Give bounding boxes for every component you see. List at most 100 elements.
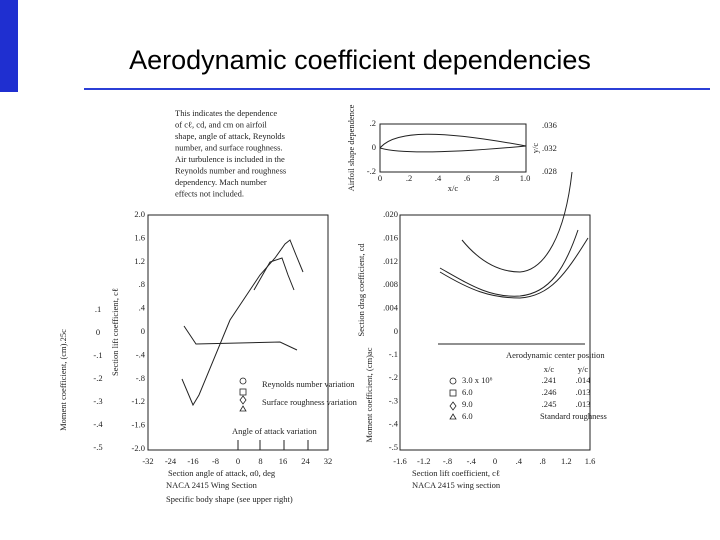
x-tick-label: -8 xyxy=(212,456,219,466)
right-chart xyxy=(399,171,591,451)
y2-tick-label: -.4 xyxy=(389,419,399,429)
y-tick-label: -1.6 xyxy=(132,420,145,430)
y2-tick-label: 0 xyxy=(96,327,100,337)
inset-right-tick: .032 xyxy=(542,143,557,153)
x-tick-label: .8 xyxy=(539,456,545,466)
y-tick-label: .4 xyxy=(139,303,146,313)
legend-cell: .013 xyxy=(576,399,591,409)
x-tick-label: -1.2 xyxy=(417,456,430,466)
y2-axis-title: Moment coefficient, (cm).25c xyxy=(58,329,68,431)
x-tick-label: 1.2 xyxy=(561,456,572,466)
x-tick-label: -24 xyxy=(165,456,177,466)
rough-drag-curve xyxy=(461,171,573,273)
y-tick-label: .016 xyxy=(383,232,398,242)
legend-cell: Standard roughness xyxy=(540,411,607,421)
x-tick-label: 32 xyxy=(324,456,333,466)
y-axis-title: Section lift coefficient, cℓ xyxy=(110,288,120,376)
legend-cell: .014 xyxy=(576,375,592,385)
note-line: of cℓ, cd, and cm on airfoil xyxy=(175,119,268,129)
y2-tick-label: -.2 xyxy=(389,372,398,382)
x-tick-label: .4 xyxy=(516,456,523,466)
y-tick-label: .020 xyxy=(383,209,398,219)
y-tick-label: .008 xyxy=(383,279,398,289)
drag-curve xyxy=(439,229,579,297)
inset-x-tick: .8 xyxy=(493,173,499,183)
accent-bar xyxy=(0,0,18,92)
legend-cell: .013 xyxy=(576,387,591,397)
y-tick-label: .004 xyxy=(383,303,399,313)
x-tick-label: 0 xyxy=(236,456,240,466)
note-line: dependency. Mach number xyxy=(175,177,267,187)
y-tick-label: .8 xyxy=(139,279,145,289)
note-line: This indicates the dependence xyxy=(175,108,277,118)
legend-cell: .241 xyxy=(542,375,557,385)
caption: NACA 2415 wing section xyxy=(412,480,501,490)
legend-cell: .245 xyxy=(542,399,557,409)
x-axis-title: Section angle of attack, α0, deg xyxy=(168,468,276,478)
note-line: Reynolds number and roughness xyxy=(175,165,286,175)
y-tick-label: 0 xyxy=(141,326,145,336)
x-axis-title: Section lift coefficient, cℓ xyxy=(412,468,500,478)
inset-x-tick: 1.0 xyxy=(520,173,531,183)
legend-header: x/c xyxy=(544,364,555,374)
x-tick-label: 16 xyxy=(279,456,288,466)
y2-tick-label: .1 xyxy=(95,304,101,314)
drag-curve-2 xyxy=(439,237,589,299)
inset-label: Airfoil shape dependence xyxy=(346,104,356,191)
y-tick-label: -1.2 xyxy=(132,396,145,406)
y2-tick-label: -.2 xyxy=(93,373,102,383)
y-tick-label: -.4 xyxy=(136,349,146,359)
x-tick-label: -16 xyxy=(187,456,198,466)
x-tick-label: 0 xyxy=(493,456,497,466)
left-chart xyxy=(147,214,329,451)
inset-y-tick: 0 xyxy=(372,142,376,152)
caption: NACA 2415 Wing Section xyxy=(166,480,258,490)
inset-right-tick: .036 xyxy=(542,120,557,130)
inset-x-tick: 0 xyxy=(378,173,382,183)
moment-curve xyxy=(183,325,298,351)
x-tick-label: 24 xyxy=(301,456,310,466)
inset-y-tick: -.2 xyxy=(367,166,376,176)
legend-cell: 6.0 xyxy=(462,411,473,421)
inset xyxy=(379,123,527,173)
y2-tick-label: -.1 xyxy=(93,350,102,360)
note-line: effects not included. xyxy=(175,188,244,198)
title-rule xyxy=(84,88,710,90)
inset-x-tick: .6 xyxy=(464,173,470,183)
legend-cell: 3.0 x 10⁶ xyxy=(462,375,493,385)
y-tick-label: 1.2 xyxy=(134,256,145,266)
airfoil-shape xyxy=(379,133,527,153)
inset-y-axis: y/c xyxy=(530,143,540,154)
legend-label: Reynolds number variation xyxy=(262,379,355,389)
legend-label: Surface roughness variation xyxy=(262,397,358,407)
y-axis-title: Section drag coefficient, cd xyxy=(356,243,366,337)
y-tick-label: .012 xyxy=(383,256,398,266)
slide-title: Aerodynamic coefficient dependencies xyxy=(129,45,591,75)
caption: Specific body shape (see upper right) xyxy=(166,494,293,504)
annotation: Angle of attack variation xyxy=(232,426,317,436)
y2-tick-label: -.3 xyxy=(93,396,102,406)
y-tick-label: 2.0 xyxy=(134,209,145,219)
x-tick-label: 1.6 xyxy=(585,456,596,466)
inset-right-tick: .028 xyxy=(542,166,557,176)
y2-tick-label: -.5 xyxy=(93,442,102,452)
x-tick-label: -1.6 xyxy=(393,456,406,466)
x-tick-label: -.8 xyxy=(443,456,452,466)
note-line: number, and surface roughness. xyxy=(175,142,283,152)
y2-tick-label: -.3 xyxy=(389,395,398,405)
x-tick-label: -32 xyxy=(142,456,153,466)
inset-x-tick: .2 xyxy=(406,173,412,183)
note-line: Air turbulence is included in the xyxy=(175,154,285,164)
y-tick-label: -2.0 xyxy=(132,443,145,453)
x-tick-label: 8 xyxy=(258,456,262,466)
y2-tick-label: -.1 xyxy=(389,349,398,359)
rough-lift-curve xyxy=(253,257,295,291)
legend-cell: .246 xyxy=(542,387,557,397)
note-line: shape, angle of attack, Reynolds xyxy=(175,131,285,141)
inset-y-tick: .2 xyxy=(370,118,376,128)
y2-tick-label: -.4 xyxy=(93,419,103,429)
y2-tick-label: -.5 xyxy=(389,442,398,452)
y-tick-label: 1.6 xyxy=(134,232,145,242)
legend-cell: 6.0 xyxy=(462,387,473,397)
